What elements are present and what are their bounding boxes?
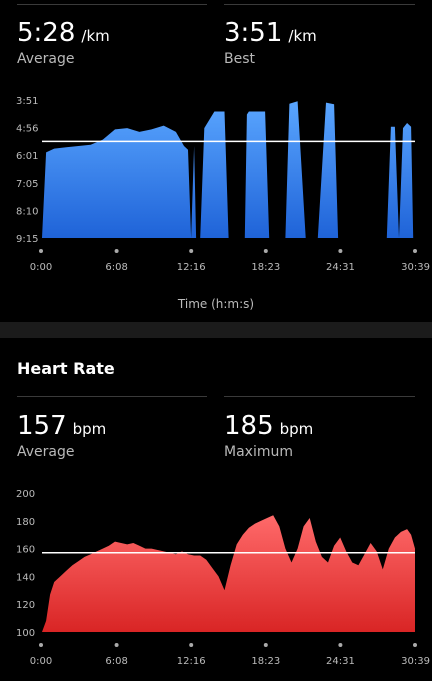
heart-rate-section-title: Heart Rate — [17, 359, 115, 378]
x-tick-dot — [39, 249, 43, 253]
pace-x-axis-title: Time (h:m:s) — [177, 297, 255, 311]
y-tick-label: 200 — [16, 489, 35, 500]
heart-rate-area — [42, 515, 415, 632]
pace-chart[interactable]: 3:51 4:56 6:01 7:05 8:10 9:15 0:00 6:08 12:16 18:… — [0, 85, 432, 285]
x-tick-dot — [413, 643, 417, 647]
hr-header-divider-right — [224, 396, 415, 397]
x-tick-dot — [114, 249, 119, 253]
x-tick-label: 0:00 — [30, 656, 52, 667]
average-pace-label: Average — [17, 51, 75, 67]
maximum-heart-rate-unit: bpm — [279, 420, 314, 438]
average-heart-rate-value: 157 bpm — [17, 411, 106, 441]
y-tick-label: 120 — [16, 600, 35, 611]
x-tick-label: 30:39 — [401, 262, 430, 273]
x-tick-label: 6:08 — [105, 656, 127, 667]
y-tick-label: 140 — [16, 572, 35, 583]
x-tick-dot — [39, 643, 43, 647]
y-tick-label: 8:10 — [16, 206, 38, 217]
x-tick-label: 6:08 — [105, 262, 127, 273]
hr-header-divider-left — [17, 396, 207, 397]
maximum-heart-rate-label: Maximum — [224, 444, 293, 460]
x-tick-label: 18:23 — [251, 262, 280, 273]
pace-header-divider-left — [17, 4, 207, 5]
average-pace-unit: /km — [81, 27, 110, 45]
x-tick-label: 30:39 — [401, 656, 430, 667]
best-pace-value: 3:51/km — [224, 18, 317, 48]
x-tick-label: 24:31 — [326, 262, 355, 273]
y-tick-label: 9:15 — [16, 234, 38, 245]
y-tick-label: 3:51 — [16, 96, 38, 107]
x-tick-dot — [263, 249, 268, 253]
average-heart-rate-number: 157 — [17, 411, 67, 441]
x-tick-label: 12:16 — [177, 262, 206, 273]
average-pace-number: 5:28 — [17, 18, 76, 48]
best-pace-unit: /km — [288, 27, 317, 45]
average-heart-rate-unit: bpm — [72, 420, 107, 438]
maximum-heart-rate-value: 185 bpm — [224, 411, 313, 441]
x-tick-dot — [338, 643, 343, 647]
pace-area — [42, 101, 415, 238]
x-tick-label: 24:31 — [326, 656, 355, 667]
heart-rate-chart[interactable]: 200 180 160 140 120 100 0:00 6:08 12:16 18:23 24:3… — [0, 480, 432, 670]
best-pace-label: Best — [224, 51, 256, 67]
y-tick-label: 7:05 — [16, 179, 38, 190]
x-tick-dot — [189, 249, 194, 253]
x-tick-dot — [413, 249, 417, 253]
y-tick-label: 4:56 — [16, 124, 38, 135]
y-tick-label: 160 — [16, 545, 35, 556]
maximum-heart-rate-number: 185 — [224, 411, 274, 441]
x-tick-label: 18:23 — [251, 656, 280, 667]
y-tick-label: 180 — [16, 517, 35, 528]
y-tick-label: 100 — [16, 628, 35, 639]
x-tick-dot — [338, 249, 343, 253]
pace-header-divider-right — [224, 4, 415, 5]
x-tick-dot — [114, 643, 119, 647]
section-separator — [0, 322, 432, 338]
x-tick-dot — [263, 643, 268, 647]
average-pace-value: 5:28/km — [17, 18, 110, 48]
best-pace-number: 3:51 — [224, 18, 283, 48]
average-heart-rate-label: Average — [17, 444, 75, 460]
x-tick-dot — [189, 643, 194, 647]
x-tick-label: 0:00 — [30, 262, 52, 273]
y-tick-label: 6:01 — [16, 151, 38, 162]
x-tick-label: 12:16 — [177, 656, 206, 667]
